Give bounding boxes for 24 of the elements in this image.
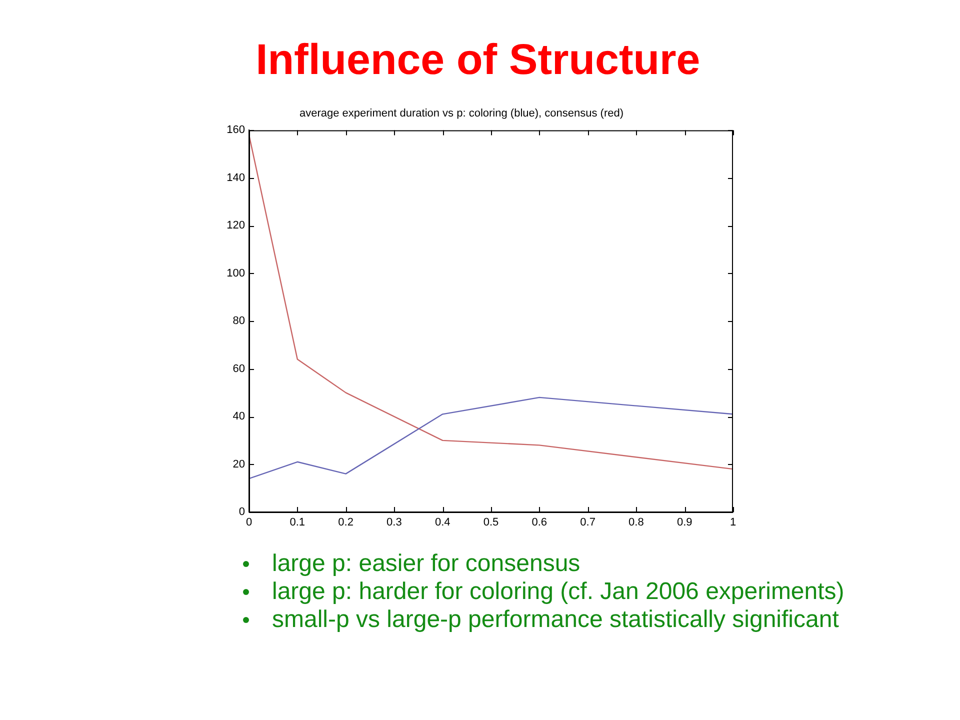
y-tick-label: 40 (232, 410, 245, 423)
text: small-p vs large-p performance statistically significant (272, 606, 839, 634)
x-tick-label: 0.1 (290, 516, 306, 529)
chart-subtitle: average experiment duration vs p: coloring (blue), consensus (red) (299, 108, 624, 120)
x-tick-label: 0.8 (628, 516, 644, 529)
x-tick-label: 0.4 (434, 516, 450, 529)
x-tick-label: 0.2 (338, 516, 354, 529)
y-tick-label: 20 (232, 458, 245, 470)
x-tick-label: 1 (730, 516, 736, 529)
x-tick-label: 0.9 (676, 516, 692, 529)
x-tick-label: 0.7 (580, 516, 596, 529)
text: large p: harder for coloring (cf. Jan 2006 experiments) (272, 578, 844, 606)
text: large p: easier for consensus (272, 550, 580, 578)
y-tick-label: 160 (226, 124, 245, 136)
x-tick-label: 0.6 (532, 516, 548, 529)
y-tick-label: 100 (226, 267, 245, 280)
x-tick-label: 0.5 (483, 516, 499, 529)
y-tick-label: 80 (232, 315, 245, 328)
y-tick-label: 140 (226, 172, 245, 184)
y-tick-label: 0 (238, 506, 245, 518)
chart-title: Influence of Structure (254, 36, 702, 85)
y-tick-label: 120 (226, 220, 245, 232)
y-tick-label: 60 (232, 362, 245, 375)
x-tick-label: 0.3 (386, 516, 402, 529)
